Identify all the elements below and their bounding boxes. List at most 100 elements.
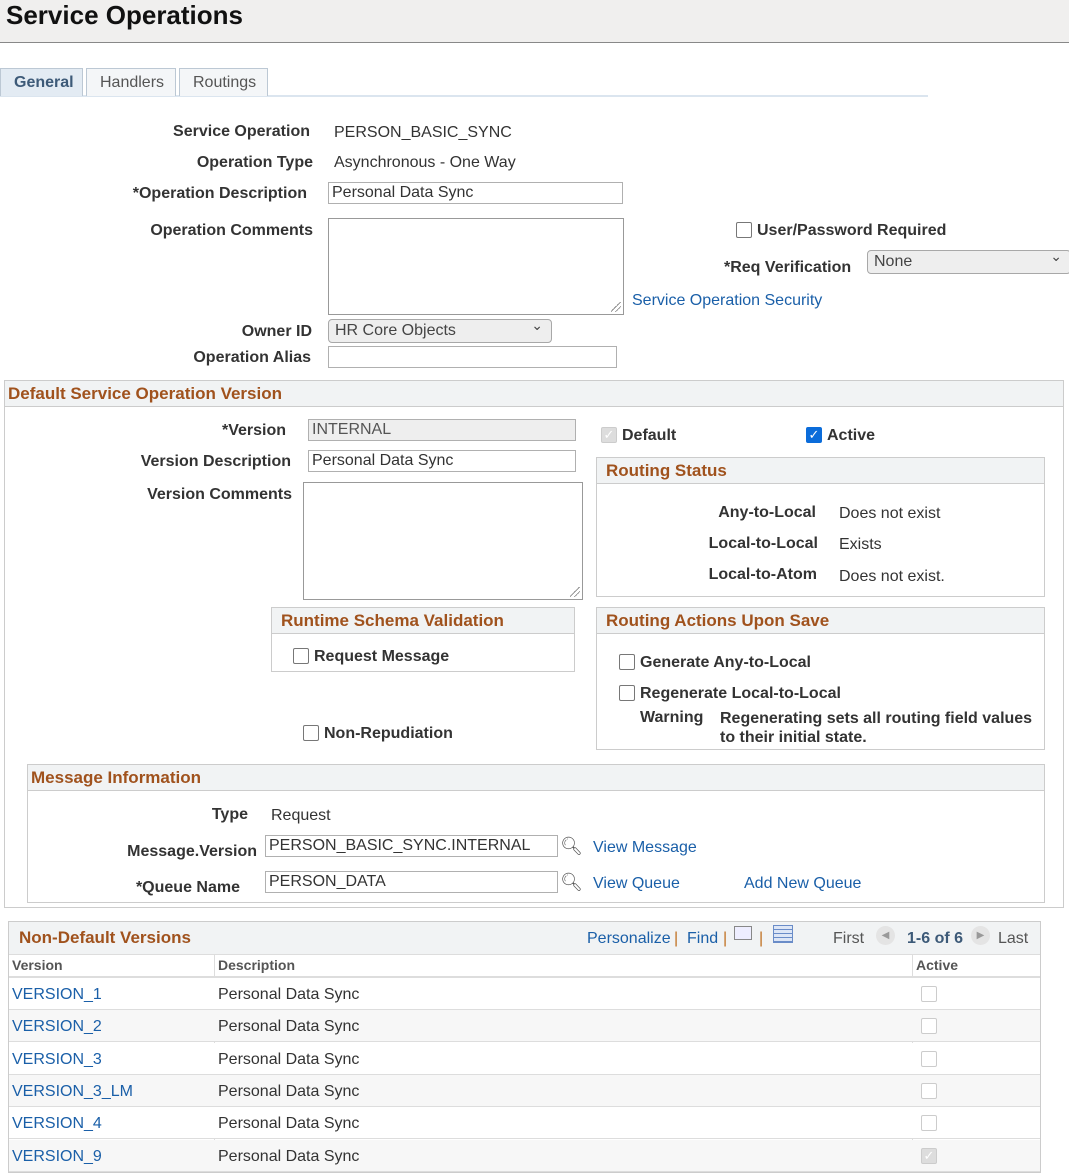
description-cell: Personal Data Sync: [218, 1018, 360, 1036]
last-label: Last: [998, 930, 1029, 947]
req-verification-label: *Req Verification: [724, 259, 852, 276]
new-window-icon[interactable]: [734, 926, 752, 940]
user-password-checkbox[interactable]: [736, 222, 752, 238]
page-title: Service Operations: [6, 0, 243, 30]
version-comments-textarea[interactable]: [303, 482, 583, 600]
active-label: Active: [827, 427, 876, 444]
tab-underline: [0, 95, 928, 97]
warning-text: Regenerating sets all routing field valu…: [720, 710, 1033, 727]
default-version-section: Default Service Operation Version: [4, 380, 1064, 908]
description-cell: Personal Data Sync: [218, 1082, 360, 1100]
active-checkbox[interactable]: [921, 1050, 937, 1067]
local-to-local-label: Local-to-Local: [708, 535, 818, 552]
column-header-description[interactable]: Description: [218, 957, 296, 973]
any-to-local-value: Does not exist: [839, 505, 941, 522]
warning-label: Warning: [640, 709, 704, 726]
local-to-atom-label: Local-to-Atom: [708, 566, 817, 583]
default-checkbox[interactable]: ✓: [601, 427, 617, 443]
version-input[interactable]: INTERNAL: [308, 419, 576, 441]
message-version-input[interactable]: PERSON_BASIC_SYNC.INTERNAL: [265, 835, 558, 857]
description-cell: Personal Data Sync: [218, 1115, 360, 1133]
req-verification-select[interactable]: None: [867, 248, 1069, 274]
tab-routings[interactable]: Routings: [179, 68, 268, 96]
description-cell: Personal Data Sync: [218, 1147, 360, 1165]
tab-general[interactable]: General: [0, 68, 83, 96]
queue-name-label: *Queue Name: [135, 879, 240, 896]
operation-type-value: Asynchronous - One Way: [334, 154, 516, 171]
separator: |: [723, 930, 728, 947]
section-title: Routing Actions Upon Save: [597, 608, 1044, 634]
section-title: Default Service Operation Version: [5, 381, 1063, 407]
find-link[interactable]: Find: [687, 930, 719, 947]
local-to-local-value: Exists: [839, 536, 882, 553]
regenerate-local-to-local-label: Regenerate Local-to-Local: [640, 685, 841, 702]
next-icon[interactable]: ▶: [971, 926, 990, 945]
personalize-link[interactable]: Personalize: [587, 930, 671, 947]
operation-comments-textarea[interactable]: [328, 218, 624, 315]
section-title: Routing Status: [597, 458, 1044, 484]
operation-description-input[interactable]: Personal Data Sync: [328, 182, 623, 204]
grid-title: Non-Default Versions: [19, 928, 191, 947]
version-link[interactable]: VERSION_1: [12, 986, 102, 1003]
active-checkbox[interactable]: [921, 986, 937, 1002]
request-message-label: Request Message: [314, 648, 450, 665]
table-row: [9, 1042, 1040, 1075]
version-link[interactable]: VERSION_3: [12, 1050, 102, 1068]
tab-label: Handlers: [100, 74, 165, 91]
queue-lookup-search-icon[interactable]: 🔍︎: [560, 872, 583, 892]
active-checkbox[interactable]: ✓: [806, 427, 822, 443]
first-label: First: [833, 930, 865, 947]
version-link[interactable]: VERSION_2: [12, 1018, 102, 1036]
operation-description-label: *Operation Description: [132, 185, 307, 202]
owner-id-select[interactable]: HR Core Objects: [328, 317, 552, 343]
user-password-label: User/Password Required: [757, 222, 947, 239]
version-link[interactable]: VERSION_3_LM: [12, 1082, 133, 1100]
download-spreadsheet-icon[interactable]: [773, 925, 793, 943]
version-description-label: Version Description: [140, 453, 291, 470]
owner-id-label: Owner ID: [241, 323, 312, 340]
tab-label: General: [14, 74, 74, 91]
generate-any-to-local-checkbox[interactable]: [619, 654, 635, 670]
version-link[interactable]: VERSION_9: [12, 1147, 102, 1165]
active-checkbox[interactable]: [921, 1115, 937, 1132]
queue-name-input[interactable]: PERSON_DATA: [265, 871, 558, 893]
column-header-version[interactable]: Version: [12, 957, 63, 973]
non-repudiation-checkbox[interactable]: [303, 725, 319, 741]
view-message-link[interactable]: View Message: [593, 839, 697, 856]
row-range: 1-6 of 6: [907, 930, 964, 947]
version-link[interactable]: VERSION_4: [12, 1115, 102, 1133]
message-information-section: Message Information: [27, 764, 1045, 903]
active-checkbox[interactable]: ✓: [921, 1147, 937, 1164]
tab-label: Routings: [193, 74, 257, 91]
table-row: [9, 1139, 1040, 1172]
previous-icon[interactable]: ◀: [876, 926, 895, 945]
active-checkbox[interactable]: [921, 1082, 937, 1099]
service-operation-security-link[interactable]: Service Operation Security: [632, 292, 823, 309]
default-label: Default: [622, 427, 677, 444]
select-value: None: [874, 253, 913, 270]
column-header-active[interactable]: Active: [916, 957, 959, 973]
active-checkbox[interactable]: [921, 1018, 937, 1035]
select-value: HR Core Objects: [335, 322, 456, 339]
tab-handlers[interactable]: Handlers: [86, 68, 176, 96]
page-header: [0, 0, 1069, 43]
service-operation-value: PERSON_BASIC_SYNC: [334, 124, 512, 141]
version-label: *Version: [221, 422, 286, 439]
type-label: Type: [211, 806, 248, 823]
any-to-local-label: Any-to-Local: [718, 504, 816, 521]
message-version-label: Message.Version: [127, 843, 257, 860]
view-queue-link[interactable]: View Queue: [593, 875, 680, 892]
separator: |: [674, 930, 679, 947]
operation-comments-label: Operation Comments: [150, 222, 313, 239]
description-cell: Personal Data Sync: [218, 1050, 360, 1068]
message-lookup-search-icon[interactable]: 🔍︎: [560, 836, 583, 856]
add-new-queue-link[interactable]: Add New Queue: [744, 875, 862, 892]
section-title: Message Information: [28, 765, 1044, 791]
request-message-checkbox[interactable]: [293, 648, 309, 664]
column-headers: [9, 954, 1040, 978]
regenerate-local-to-local-checkbox[interactable]: [619, 685, 635, 701]
table-row: [9, 1074, 1040, 1107]
operation-alias-input[interactable]: [328, 346, 617, 368]
version-description-input[interactable]: Personal Data Sync: [308, 450, 576, 472]
operation-alias-label: Operation Alias: [193, 349, 311, 366]
